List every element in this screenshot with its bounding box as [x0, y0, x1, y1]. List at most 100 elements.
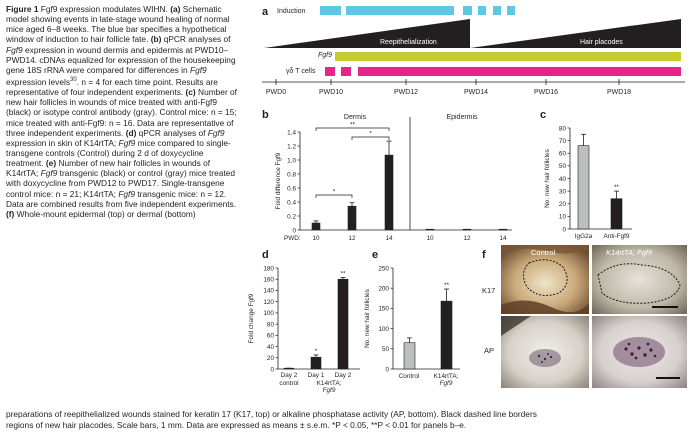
- panel-label-b: b: [262, 109, 269, 121]
- induction-bar: [493, 6, 501, 15]
- y-tick-label: 0.8: [287, 171, 296, 178]
- y-axis-label: Fold difference Fgf9: [275, 152, 282, 209]
- bar: [462, 228, 472, 231]
- induction-bar: [346, 6, 454, 15]
- figure-label: Figure 1: [6, 4, 39, 14]
- y-tick-label: 40: [559, 176, 567, 183]
- chart-b: 0 0.2 0.4 0.6 0.8 1.0 1.2 1.4 Fold difference Fg…: [275, 114, 512, 242]
- ap-transgenic-image: [592, 316, 687, 388]
- bar: [310, 356, 322, 370]
- induction-bars: [320, 6, 515, 15]
- y-tick-label: 0: [385, 366, 389, 373]
- t-cell-bar: [325, 67, 335, 76]
- bar: [311, 222, 321, 231]
- bar: [440, 300, 453, 370]
- x-tick-label-gene: Fgf9: [440, 380, 453, 387]
- timeline-label: PWD18: [607, 89, 631, 96]
- induction-bar: [478, 6, 486, 15]
- bar: [347, 205, 357, 231]
- legend-panel-b-n: n = 4 for each time point. Results are r…: [6, 76, 218, 98]
- y-axis-label: Fold change Fgf9: [248, 293, 255, 343]
- y-tick-label: 0.4: [287, 199, 296, 206]
- timeline-label: PWD0: [266, 89, 286, 96]
- y-tick-label: 60: [267, 333, 275, 340]
- legend-panel-e-mid: transgenic (black) or control (gray) mic…: [6, 168, 235, 199]
- significance-label: **: [350, 122, 355, 129]
- y-tick-label: 80: [559, 125, 567, 132]
- x-tick-label: control: [279, 380, 298, 387]
- legend-panel-b-end: expression levels: [6, 76, 70, 87]
- significance-label: **: [341, 271, 346, 278]
- x-tick-label: 10: [312, 235, 320, 242]
- chart-e: 0 50 100 150 200 250 No. new hair follicles ** C…: [364, 265, 460, 387]
- y-tick-label: 100: [378, 326, 389, 333]
- panel-label-c: c: [540, 109, 546, 121]
- legend-panel-d-end: mice compared to single-transgene contro…: [6, 137, 231, 169]
- x-tick-label: Day 2: [281, 372, 298, 379]
- y-tick-label: 40: [267, 344, 275, 351]
- x-axis-prefix: PWD:: [284, 235, 301, 242]
- y-tick-label: 50: [559, 163, 567, 170]
- timeline-label: PWD16: [534, 89, 558, 96]
- legend-panel-d-mid: expression in skin of K14rtTA;: [6, 137, 117, 148]
- ap-control-image: [501, 316, 589, 388]
- k17-row-label: K17: [482, 286, 496, 295]
- panel-label-f: f: [482, 249, 486, 261]
- legend-panel-e-end: transgenic mice: n = 12. Data are combin…: [6, 188, 237, 209]
- gene-name: Fgf9: [189, 64, 207, 75]
- y-tick-label: 30: [559, 188, 567, 195]
- significance-bracket: [351, 136, 390, 140]
- placode-border: [523, 259, 568, 296]
- legend-panel-b-cont: expression in wound dermis and epidermis…: [6, 44, 236, 75]
- x-tick-label: Day 1: [308, 372, 325, 379]
- y-tick-label: 20: [267, 355, 275, 362]
- induction-label: Induction: [277, 8, 306, 15]
- induction-bar: [463, 6, 472, 15]
- y-tick-label: 70: [559, 138, 567, 145]
- bar: [384, 154, 394, 231]
- y-axis-label: No. new hair follicles: [544, 149, 551, 208]
- legend-panel-f: Whole-mount epidermal (top) or dermal (b…: [16, 208, 196, 219]
- x-tick-label: 12: [463, 235, 471, 242]
- timeline-label: PWD10: [319, 89, 343, 96]
- legend-panel-d: qPCR analyses of: [138, 127, 206, 138]
- t-cell-bars: [325, 67, 681, 76]
- significance-label: *: [315, 348, 318, 355]
- y-tick-label: 160: [263, 277, 274, 284]
- induction-bar: [320, 6, 341, 15]
- significance-label: *: [333, 189, 336, 196]
- transgenic-label: K14rtTA; Fgf9: [606, 248, 653, 257]
- y-tick-label: 1.2: [287, 143, 296, 150]
- legend-panel-a: Schematic model showing events in late-s…: [6, 4, 230, 45]
- group-label-epidermis: Epidermis: [446, 114, 478, 121]
- y-tick-label: 80: [267, 321, 275, 328]
- legend-panel-c: Number of new hair follicles in wounds o…: [6, 87, 237, 138]
- x-tick-label: 14: [499, 235, 507, 242]
- ap-stained-placodes: [537, 353, 553, 363]
- x-tick-label: 10: [426, 235, 434, 242]
- timeline-label: PWD14: [464, 89, 488, 96]
- y-tick-label: 1.0: [287, 157, 296, 164]
- y-tick-label: 0: [292, 227, 296, 234]
- ap-row-label: AP: [484, 346, 495, 355]
- x-tick-label: 14: [385, 235, 393, 242]
- legend-panel-e: Number of new hair follicles in wounds o…: [6, 158, 211, 179]
- placode-border: [597, 263, 681, 304]
- significance-label: **: [614, 184, 619, 191]
- significance-bracket: [315, 127, 390, 131]
- ap-stained-placodes: [624, 342, 657, 360]
- chart-d: 0 20 40 60 80 100 120 140 160 180 Fold change Fgf9…: [248, 265, 360, 394]
- ap-transgenic-photo: [592, 316, 687, 388]
- legend-line: preparations of reepithelialized wounds …: [6, 409, 537, 419]
- y-tick-label: 180: [263, 265, 274, 272]
- y-tick-label: 250: [378, 265, 389, 272]
- reference-number: 30: [70, 77, 77, 84]
- control-label: Control: [531, 248, 556, 257]
- y-tick-label: 100: [263, 310, 274, 317]
- hair-placodes-label: Hair placodes: [580, 39, 623, 46]
- gene-name: Fgf9: [40, 168, 58, 179]
- x-tick-label: K14rtTA;: [434, 373, 459, 380]
- x-tick-label: IgG2a: [575, 233, 593, 240]
- y-tick-label: 150: [378, 306, 389, 313]
